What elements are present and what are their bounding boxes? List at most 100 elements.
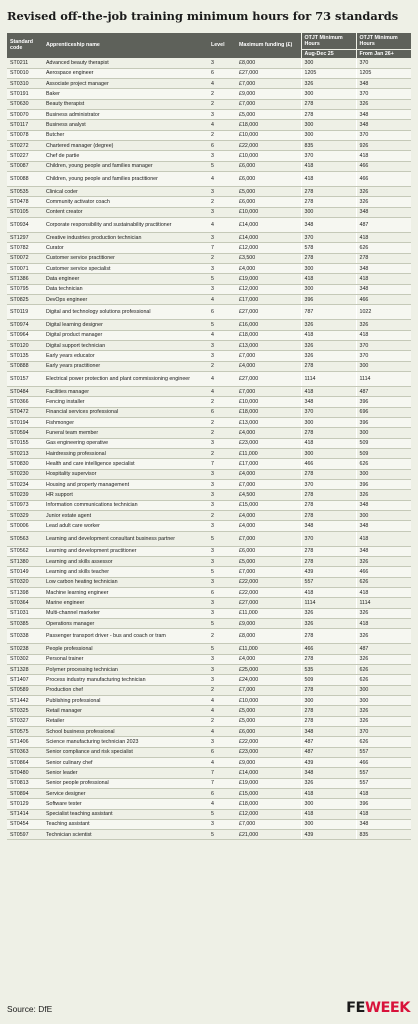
cell-hours-aug-dec-25: 278: [300, 500, 356, 511]
cell-standard-code: ST0480: [7, 767, 43, 779]
cell-maximum-funding: £10,000: [236, 396, 301, 408]
cell-level: 4: [208, 78, 236, 90]
cell-maximum-funding: £4,000: [236, 361, 301, 373]
table-row: ST1442 Publishing professional 4 £10,000 300…: [7, 695, 411, 707]
cell-apprenticeship-name: Aerospace engineer: [43, 68, 208, 80]
cell-hours-from-jan-26: 396: [355, 479, 411, 491]
cell-hours-from-jan-26: 326: [355, 628, 411, 645]
cell-hours-from-jan-26: 626: [355, 674, 411, 686]
cell-standard-code: ST0363: [7, 747, 43, 758]
cell-hours-aug-dec-25: 326: [300, 340, 356, 352]
cell-apprenticeship-name: Senior culinary chef: [43, 757, 208, 769]
cell-hours-from-jan-26: 348: [355, 520, 411, 532]
table-row: ST0211 Advanced beauty therapist 3 £8,000 30…: [7, 58, 411, 69]
cell-standard-code: ST0211: [7, 58, 43, 69]
cell-level: 2: [208, 130, 236, 142]
cell-standard-code: ST1328: [7, 664, 43, 676]
table-row: ST0135 Early years educator 3 £7,000 326 370: [7, 350, 411, 362]
cell-level: 3: [208, 654, 236, 665]
cell-standard-code: ST0310: [7, 78, 43, 90]
cell-standard-code: ST0302: [7, 654, 43, 665]
cell-hours-aug-dec-25: 418: [300, 788, 356, 800]
cell-maximum-funding: £4,000: [236, 263, 301, 275]
cell-standard-code: ST0484: [7, 386, 43, 398]
cell-level: 2: [208, 253, 236, 265]
cell-hours-from-jan-26: 487: [355, 386, 411, 398]
table-row: ST0888 Early years practitioner 2 £4,000 278…: [7, 361, 411, 373]
cell-apprenticeship-name: Content creator: [43, 207, 208, 219]
cell-maximum-funding: £22,000: [236, 140, 301, 152]
cell-level: 4: [208, 119, 236, 131]
table-row: ST1031 Multi-channel marketer 3 £11,000 326 3…: [7, 608, 411, 619]
cell-hours-from-jan-26: 326: [355, 489, 411, 501]
cell-hours-from-jan-26: 509: [355, 438, 411, 450]
table-row: ST0478 Community activator coach 2 £6,000 27…: [7, 196, 411, 208]
cell-standard-code: ST0078: [7, 130, 43, 142]
header-aug-dec-25: Aug-Dec 25: [300, 49, 356, 59]
cell-maximum-funding: £7,000: [236, 531, 301, 547]
cell-hours-aug-dec-25: 418: [300, 809, 356, 820]
cell-hours-aug-dec-25: 1205: [300, 68, 356, 80]
cell-standard-code: ST0010: [7, 68, 43, 80]
cell-apprenticeship-name: Electrical power protection and plant co…: [43, 371, 208, 388]
cell-standard-code: ST0888: [7, 361, 43, 373]
cell-maximum-funding: £7,000: [236, 566, 301, 578]
table-row: ST0071 Customer service specialist 3 £4,000…: [7, 263, 411, 275]
cell-hours-from-jan-26: 1114: [355, 371, 411, 388]
table-row: ST0594 Funeral team member 2 £4,000 278 300: [7, 427, 411, 439]
cell-apprenticeship-name: Specialist teaching assistant: [43, 809, 208, 820]
cell-hours-from-jan-26: 370: [355, 340, 411, 352]
cell-maximum-funding: £6,000: [236, 171, 301, 188]
header-from-jan-26: From Jan 26+: [355, 49, 411, 59]
cell-maximum-funding: £4,000: [236, 654, 301, 665]
cell-standard-code: ST0087: [7, 161, 43, 173]
cell-apprenticeship-name: Digital and technology solutions profess…: [43, 304, 208, 321]
cell-hours-from-jan-26: 418: [355, 531, 411, 547]
cell-apprenticeship-name: Baker: [43, 88, 208, 100]
cell-maximum-funding: £10,000: [236, 695, 301, 707]
cell-standard-code: ST0964: [7, 330, 43, 342]
cell-standard-code: ST0070: [7, 109, 43, 121]
table-row: ST0155 Gas engineering operative 3 £23,000 4…: [7, 438, 411, 450]
cell-maximum-funding: £7,000: [236, 685, 301, 696]
cell-level: 3: [208, 438, 236, 450]
cell-standard-code: ST0325: [7, 705, 43, 717]
cell-hours-from-jan-26: 466: [355, 566, 411, 578]
cell-level: 4: [208, 757, 236, 769]
cell-hours-aug-dec-25: 418: [300, 587, 356, 599]
table-row: ST0119 Digital and technology solutions p…: [7, 304, 411, 321]
cell-maximum-funding: £9,000: [236, 88, 301, 100]
cell-maximum-funding: £18,000: [236, 407, 301, 419]
cell-apprenticeship-name: Financial services professional: [43, 407, 208, 419]
cell-apprenticeship-name: Digital support technician: [43, 340, 208, 352]
source-note: Source: DfE: [7, 1004, 53, 1014]
cell-level: 5: [208, 618, 236, 630]
cell-apprenticeship-name: Learning and development practitioner: [43, 546, 208, 557]
cell-apprenticeship-name: School business professional: [43, 726, 208, 738]
header-otjt-aug: OTJT Minimum Hours: [300, 33, 356, 50]
cell-standard-code: ST0117: [7, 119, 43, 131]
cell-apprenticeship-name: Children, young people and families prac…: [43, 171, 208, 188]
cell-apprenticeship-name: Personal trainer: [43, 654, 208, 665]
cell-apprenticeship-name: Funeral team member: [43, 427, 208, 439]
cell-hours-aug-dec-25: 535: [300, 664, 356, 676]
cell-level: 4: [208, 330, 236, 342]
cell-hours-from-jan-26: 696: [355, 407, 411, 419]
cell-standard-code: ST1414: [7, 809, 43, 820]
cell-hours-aug-dec-25: 278: [300, 469, 356, 481]
table-row: ST0120 Digital support technician 3 £13,000…: [7, 340, 411, 352]
cell-standard-code: ST0234: [7, 479, 43, 491]
cell-maximum-funding: £5,000: [236, 716, 301, 727]
cell-level: 3: [208, 479, 236, 491]
cell-hours-aug-dec-25: 326: [300, 350, 356, 362]
cell-hours-from-jan-26: 418: [355, 618, 411, 630]
table-row: ST0795 Data technician 3 £12,000 300 348: [7, 284, 411, 296]
table-row: ST0272 Chartered manager (degree) 6 £22,000…: [7, 140, 411, 152]
cell-hours-aug-dec-25: 278: [300, 705, 356, 717]
table-row: ST0072 Customer service practitioner 2 £3,5…: [7, 253, 411, 265]
cell-apprenticeship-name: Fencing installer: [43, 396, 208, 408]
cell-hours-from-jan-26: 348: [355, 546, 411, 557]
table-row: ST0194 Fishmonger 2 £13,000 300 396: [7, 417, 411, 429]
cell-standard-code: ST0119: [7, 304, 43, 321]
table-row: ST0974 Digital learning designer 5 £16,000 3…: [7, 319, 411, 331]
